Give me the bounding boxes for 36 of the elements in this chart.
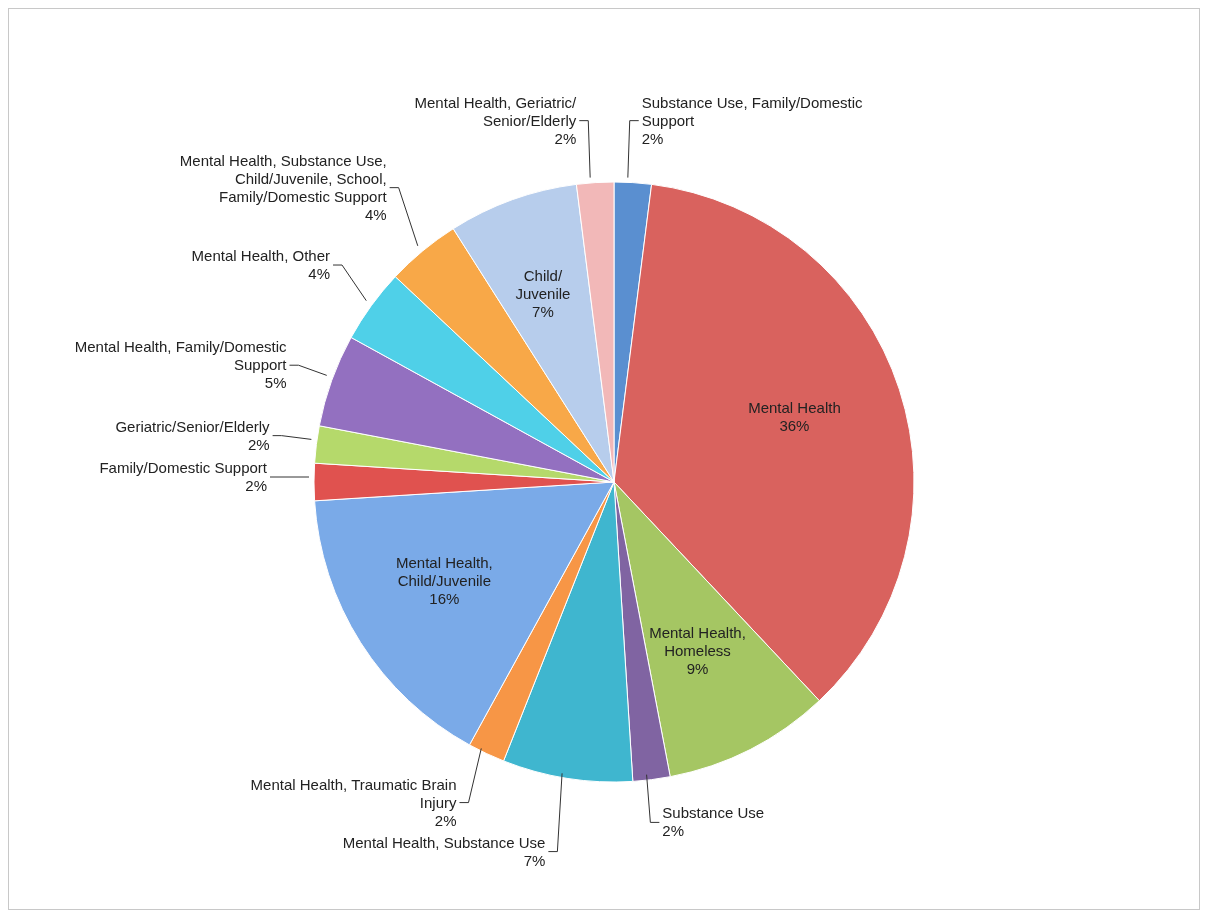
data-label: 4% — [364, 205, 387, 223]
data-label: 4% — [308, 265, 331, 283]
data-label: 36% — [779, 416, 810, 434]
pie-slice — [503, 481, 634, 783]
slice-label: Substance Use — [662, 804, 765, 822]
pie-slice — [452, 183, 615, 483]
slice-label: Mental Health, Child/Juvenile — [396, 554, 493, 590]
data-label: 16% — [429, 590, 460, 608]
slice-label: Mental Health, Family/Domestic Support — [74, 338, 288, 374]
data-label: 9% — [686, 659, 709, 677]
slice-label: Geriatric/Senior/Elderly — [115, 417, 271, 435]
slice-label: Mental Health — [748, 398, 841, 416]
data-label: 2% — [554, 129, 577, 147]
data-label: 2% — [434, 811, 457, 829]
data-label: 7% — [532, 302, 554, 320]
pie-slice — [575, 181, 615, 483]
slice-label: Child/Juvenile — [515, 266, 571, 302]
pie-slice — [313, 462, 615, 502]
pie-slice — [394, 228, 615, 483]
slice-label: Mental Health, Other — [191, 247, 331, 265]
data-label: 5% — [264, 374, 287, 392]
slice-label: Mental Health, Homeless — [649, 623, 746, 659]
data-label: 2% — [245, 477, 267, 494]
slice-label: Substance Use, Family/Domestic Support — [641, 93, 864, 129]
slice-label: Mental Health, Substance Use, Child/Juvenile, School, Family/Domestic Support — [179, 151, 388, 205]
data-label: 2% — [247, 435, 270, 453]
data-label: 2% — [641, 129, 664, 147]
data-label: 2% — [662, 822, 685, 840]
slice-label: Mental Health, Traumatic Brain Injury — [250, 775, 457, 811]
slice-label: Family/Domestic Support — [99, 459, 268, 476]
data-label: 7% — [523, 851, 546, 869]
pie-slice — [613, 481, 820, 778]
pie-slice — [314, 481, 615, 746]
slice-label: Mental Health, Substance Use — [342, 833, 546, 851]
slice-label: Mental Health, Geriatric/Senior/Elderly — [414, 93, 578, 129]
pie-slice — [613, 183, 914, 702]
